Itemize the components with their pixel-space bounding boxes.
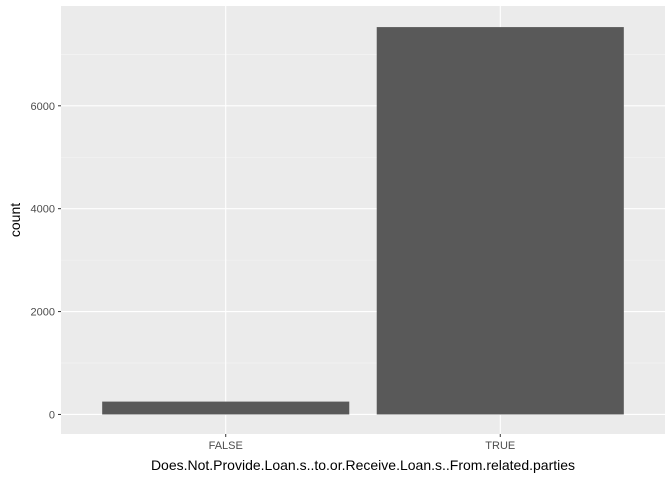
y-tick-label-1: 2000 [31, 307, 55, 319]
x-axis: FALSE TRUE [209, 434, 515, 452]
y-tick-label-3: 6000 [31, 101, 55, 113]
x-tick-label-true: TRUE [485, 440, 515, 452]
x-axis-title: Does.Not.Provide.Loan.s..to.or.Receive.L… [151, 457, 575, 473]
y-axis: 0 2000 4000 6000 [31, 101, 61, 421]
y-axis-title: count [7, 203, 23, 237]
bar-false [102, 401, 350, 415]
bars [102, 27, 624, 415]
y-tick-label-2: 4000 [31, 204, 55, 216]
x-tick-label-false: FALSE [209, 440, 243, 452]
y-tick-label-0: 0 [49, 409, 55, 421]
bar-true [376, 27, 624, 415]
